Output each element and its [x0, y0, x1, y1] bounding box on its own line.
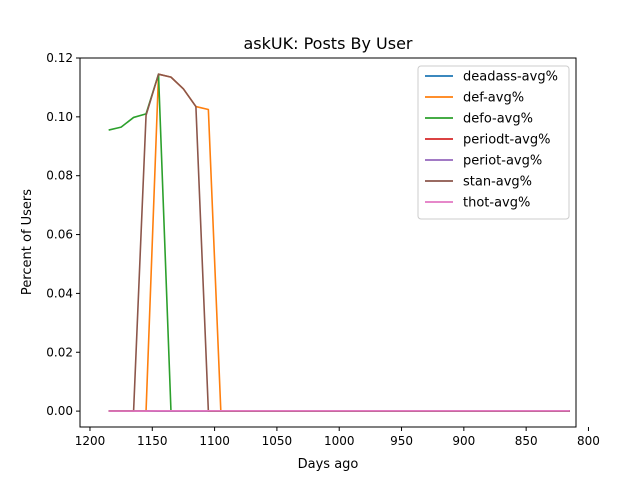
legend: deadass-avg% def-avg% defo-avg% periodt-avg… — [417, 65, 570, 220]
y-tick-label: 0.00 — [46, 404, 73, 418]
plot-frame — [79, 57, 577, 428]
x-tick-label: 1150 — [137, 434, 168, 448]
x-tick-label: 1200 — [75, 434, 106, 448]
legend-label: defo-avg% — [463, 112, 533, 127]
y-tick-label: 0.02 — [46, 345, 73, 359]
x-tick-label: 950 — [390, 434, 413, 448]
legend-box — [417, 65, 570, 220]
legend-label: deadass-avg% — [463, 70, 558, 85]
y-tick-label: 0.06 — [46, 228, 73, 242]
y-tick-label: 0.04 — [46, 286, 73, 300]
x-tick-label: 1050 — [262, 434, 293, 448]
x-axis: 1200 1150 1100 1050 1000 950 900 850 800 — [75, 427, 600, 448]
legend-label: stan-avg% — [463, 175, 532, 190]
x-tick-label: 800 — [577, 434, 600, 448]
x-tick-label: 850 — [515, 434, 538, 448]
y-axis-label: Percent of Users — [20, 189, 35, 295]
y-tick-label: 0.12 — [46, 51, 73, 65]
x-tick-label: 1100 — [199, 434, 230, 448]
chart-title: askUK: Posts By User — [244, 34, 413, 53]
legend-label: thot-avg% — [463, 196, 530, 211]
x-tick-label: 1000 — [324, 434, 355, 448]
y-tick-label: 0.10 — [46, 110, 73, 124]
legend-label: def-avg% — [463, 91, 524, 106]
plot-lines — [108, 73, 570, 412]
legend-label: periot-avg% — [463, 154, 542, 169]
x-tick-label: 900 — [452, 434, 475, 448]
x-axis-label: Days ago — [298, 457, 359, 472]
y-axis: 0.00 0.02 0.04 0.06 0.08 0.10 0.12 — [46, 51, 80, 418]
y-tick-label: 0.08 — [46, 169, 73, 183]
legend-label: periodt-avg% — [463, 133, 550, 148]
